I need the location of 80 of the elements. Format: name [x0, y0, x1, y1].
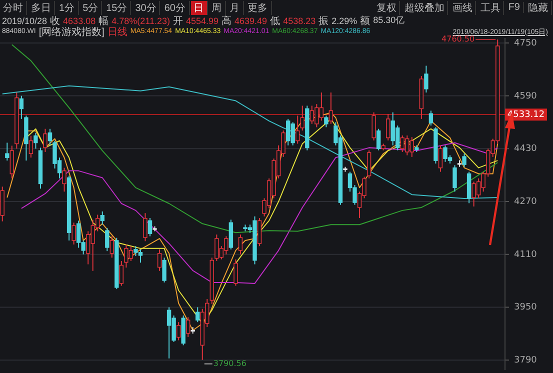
text: 振	[318, 14, 329, 28]
candlestick	[257, 218, 262, 247]
text: 额	[360, 14, 370, 28]
ref-line-label: 4533.12	[507, 110, 545, 120]
text: 高	[222, 14, 232, 28]
candlestick	[28, 135, 34, 158]
candlestick	[34, 132, 38, 150]
candlestick	[48, 128, 52, 146]
candlestick	[119, 260, 124, 286]
text: 4639.49	[234, 16, 268, 26]
text: 4633.08	[63, 16, 96, 26]
candlestick	[19, 95, 24, 120]
candlestick	[196, 306, 200, 323]
button: 隐藏	[525, 0, 552, 14]
candlestick	[452, 164, 457, 192]
button: F9	[505, 2, 524, 13]
candlestick	[162, 257, 166, 283]
text: 开	[172, 14, 183, 28]
candlestick	[238, 234, 243, 255]
button: 15分	[103, 0, 132, 14]
y-tick-label: 3790	[514, 356, 538, 366]
candlestick	[100, 210, 104, 226]
candlestick	[10, 145, 14, 179]
button: 复权	[373, 0, 400, 14]
y-tick-label: 4750	[514, 38, 538, 48]
text: 85.30亿	[373, 14, 405, 27]
annotation: 3790.56	[213, 359, 246, 368]
legend-item: 日线	[107, 26, 128, 38]
candlestick	[424, 65, 428, 94]
text: 4.78%(211.23)	[112, 16, 170, 26]
button: 工具	[477, 0, 504, 14]
y-tick-label: 4110	[514, 250, 538, 260]
text: 幅	[98, 14, 109, 27]
button: 5分	[80, 0, 102, 14]
button: 60分	[161, 0, 190, 14]
candlestick	[72, 222, 76, 245]
y-tick-label: 4270	[514, 196, 538, 207]
candlestick	[148, 218, 152, 237]
candlestick	[462, 153, 466, 168]
candlestick	[105, 227, 110, 252]
text: 4538.23	[283, 16, 316, 26]
candlestick	[5, 142, 10, 162]
text: 收	[50, 14, 60, 26]
button: 多日	[28, 0, 55, 14]
candlestick	[110, 236, 114, 258]
candlestick	[157, 248, 162, 272]
candlestick	[43, 128, 48, 152]
button: 月	[226, 0, 244, 14]
text: [网络游戏指数]	[38, 25, 104, 38]
candlestick	[143, 212, 148, 242]
button: 更多	[244, 0, 272, 14]
text: 4554.99	[186, 16, 219, 26]
candlestick	[62, 167, 66, 192]
annotation: 4760.50	[442, 34, 475, 44]
button: 分时	[0, 0, 27, 14]
y-tick-label: 4590	[514, 91, 538, 102]
candlestick	[438, 144, 443, 172]
button: 超级叠加	[401, 0, 448, 14]
candlestick	[234, 258, 238, 286]
button: 日	[190, 0, 208, 14]
text: 低	[270, 14, 280, 28]
candlestick	[386, 113, 390, 141]
candlestick	[296, 115, 300, 144]
candlestick	[186, 316, 190, 338]
candlestick	[428, 110, 434, 126]
candlestick	[300, 105, 304, 131]
candlestick	[176, 322, 181, 341]
candlestick	[372, 112, 376, 141]
y-tick-label: 3950	[514, 302, 538, 313]
y-tick-label: 4430	[514, 144, 538, 154]
text: 2019/10/28	[2, 16, 48, 26]
candlestick	[366, 150, 372, 179]
button: 画线	[449, 0, 476, 14]
button: 周	[208, 0, 226, 14]
button: 1分	[56, 0, 79, 14]
candlestick	[328, 92, 334, 124]
button: 30分	[132, 0, 160, 14]
candlestick	[376, 128, 381, 151]
candlestick	[324, 115, 328, 128]
text: 2.29%	[332, 16, 358, 26]
